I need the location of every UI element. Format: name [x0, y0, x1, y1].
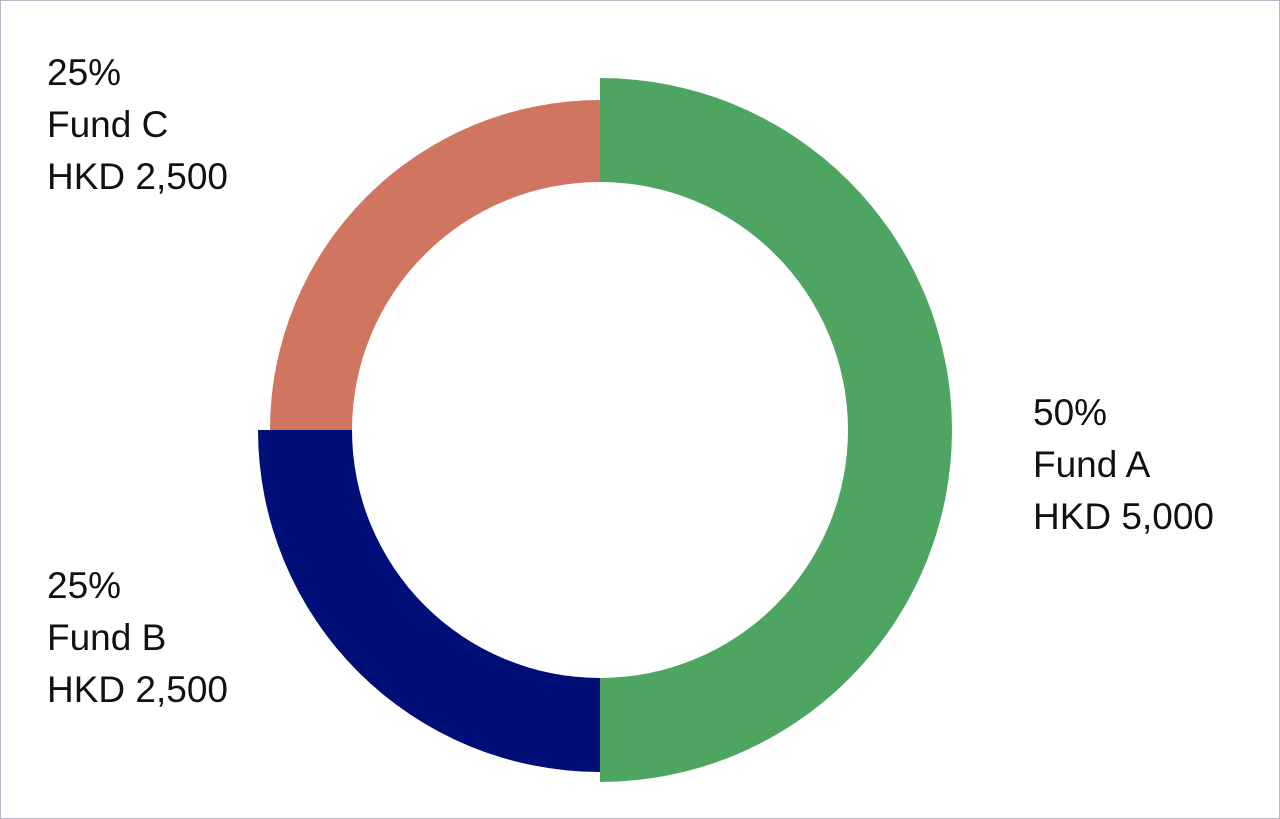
slice-amount: HKD 5,000	[1033, 496, 1214, 537]
donut-slice	[258, 430, 600, 772]
slice-name: Fund C	[47, 104, 168, 145]
slice-percent: 50%	[1033, 392, 1107, 433]
donut-slice	[600, 78, 952, 782]
slice-percent: 25%	[47, 52, 121, 93]
slice-name: Fund B	[47, 617, 166, 658]
donut-slice	[270, 100, 600, 430]
slice-percent: 25%	[47, 565, 121, 606]
slice-amount: HKD 2,500	[47, 156, 228, 197]
slice-amount: HKD 2,500	[47, 669, 228, 710]
slice-name: Fund A	[1033, 444, 1151, 485]
